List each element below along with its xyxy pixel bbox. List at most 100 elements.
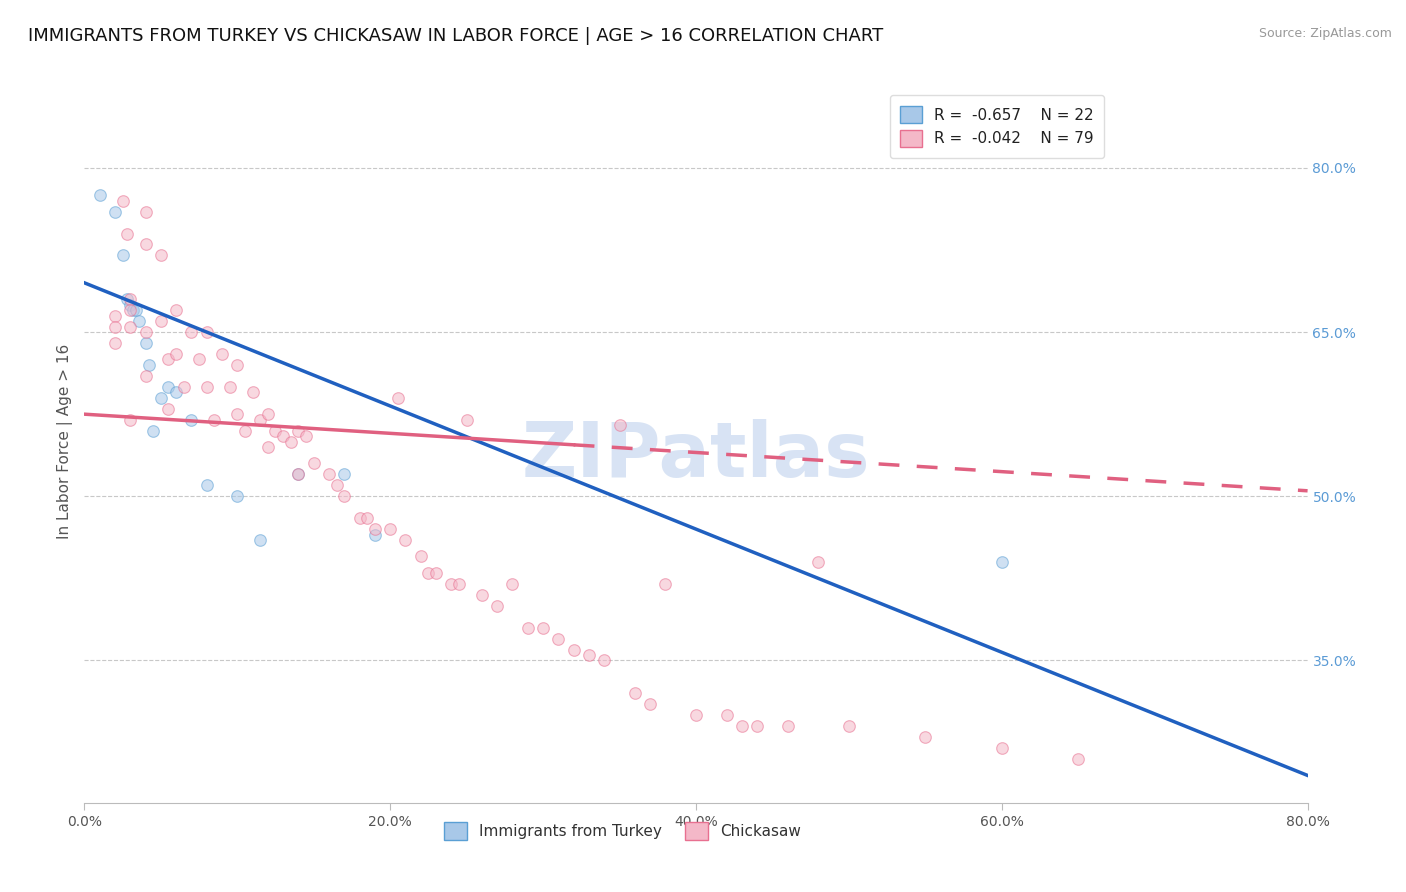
Point [295,429,318,443]
Point [188,352,211,367]
Point [394,533,416,547]
Point [226,489,249,503]
Point [135,237,157,252]
Point [226,358,249,372]
Point [142,424,165,438]
Point [104,309,127,323]
Point [593,653,616,667]
Point [149,248,172,262]
Point [364,527,387,541]
Point [257,440,280,454]
Point [776,719,799,733]
Point [440,577,463,591]
Point [349,511,371,525]
Point [195,478,218,492]
Point [104,319,127,334]
Point [807,555,830,569]
Point [226,407,249,421]
Y-axis label: In Labor Force | Age > 16: In Labor Force | Age > 16 [58,344,73,539]
Point [638,698,661,712]
Point [654,577,676,591]
Point [120,319,142,334]
Point [180,412,202,426]
Point [716,708,738,723]
Point [195,325,218,339]
Point [120,412,142,426]
Point [128,314,150,328]
Point [138,358,160,372]
Text: IMMIGRANTS FROM TURKEY VS CHICKASAW IN LABOR FORCE | AGE > 16 CORRELATION CHART: IMMIGRANTS FROM TURKEY VS CHICKASAW IN L… [28,27,883,45]
Point [211,347,233,361]
Point [578,648,600,662]
Point [242,385,264,400]
Point [333,467,356,482]
Point [233,424,256,438]
Point [562,642,585,657]
Point [914,730,936,744]
Point [264,424,287,438]
Point [991,741,1014,756]
Point [531,621,554,635]
Point [111,194,134,208]
Point [157,401,180,416]
Point [165,347,187,361]
Point [157,352,180,367]
Point [122,303,145,318]
Point [120,292,142,306]
Point [165,303,187,318]
Point [125,303,148,318]
Point [104,204,127,219]
Point [991,555,1014,569]
Point [609,418,631,433]
Point [287,467,309,482]
Point [271,429,294,443]
Point [280,434,302,449]
Point [624,686,647,700]
Point [387,391,409,405]
Point [302,457,325,471]
Point [149,314,172,328]
Point [425,566,447,580]
Point [838,719,860,733]
Text: ZIPatlas: ZIPatlas [522,419,870,493]
Point [502,577,524,591]
Point [516,621,538,635]
Point [202,412,225,426]
Point [165,385,187,400]
Point [364,522,387,536]
Point [409,549,432,564]
Point [447,577,470,591]
Point [257,407,280,421]
Point [1067,752,1090,766]
Point [135,368,157,383]
Point [89,188,111,202]
Point [287,424,309,438]
Legend: Immigrants from Turkey, Chickasaw: Immigrants from Turkey, Chickasaw [439,816,807,846]
Point [218,380,240,394]
Point [318,467,340,482]
Point [120,303,142,318]
Point [685,708,707,723]
Point [104,336,127,351]
Point [157,380,180,394]
Point [249,533,271,547]
Point [418,566,440,580]
Point [180,325,202,339]
Point [149,391,172,405]
Point [731,719,754,733]
Point [287,467,309,482]
Point [325,478,347,492]
Point [380,522,402,536]
Point [471,588,494,602]
Point [111,248,134,262]
Point [120,298,142,312]
Point [486,599,509,613]
Point [115,227,138,241]
Point [547,632,569,646]
Point [456,412,478,426]
Point [135,204,157,219]
Point [173,380,195,394]
Point [249,412,271,426]
Point [195,380,218,394]
Point [747,719,769,733]
